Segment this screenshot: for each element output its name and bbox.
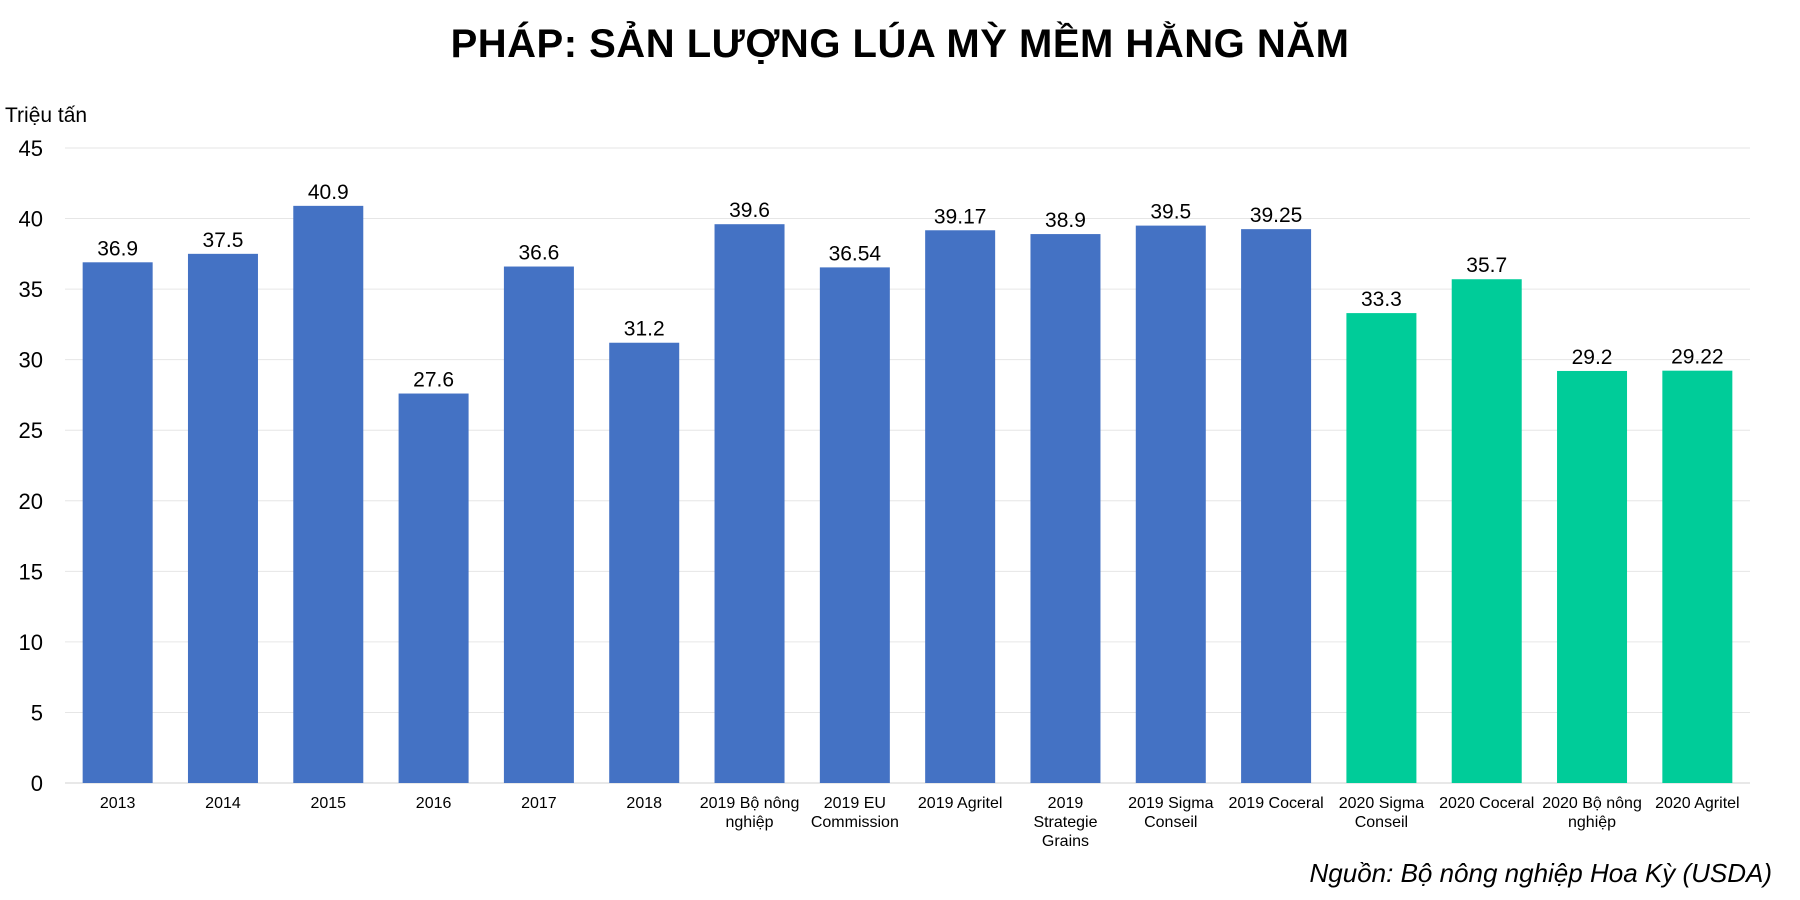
bar-value-label: 29.22 [1671,346,1724,369]
data-labels: 36.9 37.5 40.9 27.6 36.6 31.2 39.6 36.54 39.17 38… [97,181,1723,392]
y-tick-label: 30 [19,348,43,373]
bar-value-label: 39.17 [934,205,987,228]
bar-value-label: 36.9 [97,237,138,260]
x-tick-label: 2019 Agritel [918,795,1003,812]
bars [82,205,1733,784]
y-tick-label: 15 [19,559,43,584]
bar-value-label: 36.54 [829,242,882,265]
bar-value-label: 40.9 [308,181,349,204]
bar [819,267,890,783]
bar [1241,229,1312,783]
bar-value-label: 36.6 [518,242,559,265]
x-tick-label: 2019 Strategie Grains [1033,795,1097,850]
bar-value-label: 39.6 [729,199,770,222]
y-tick-label: 45 [19,136,43,161]
bar [1662,370,1733,783]
bar-value-label: 37.5 [203,229,244,252]
bar [1451,279,1522,783]
x-tick-label: 2020 Coceral [1439,795,1534,812]
bar-value-label: 27.6 [413,369,454,392]
bar-value-label: 33.3 [1361,288,1402,311]
y-tick-label: 40 [19,207,43,232]
x-tick-label: 2019 Bộ nông nghiệp [700,795,800,831]
y-tick-label: 25 [19,418,43,443]
y-tick-label: 35 [19,277,43,302]
x-axis-labels: 2013 2014 2015 2016 2017 2018 2019 Bộ nông nghi… [100,795,1740,850]
x-tick-label: 2019 EU Commission [811,795,899,831]
bar [1346,313,1417,783]
bar-value-label: 35.7 [1466,254,1507,277]
y-axis-ticks: 0 5 10 15 20 25 30 35 40 45 [19,136,43,796]
x-tick-label: 2020 Bộ nông nghiệp [1542,795,1642,831]
bar [503,266,574,783]
source-note: Nguồn: Bộ nông nghiệp Hoa Kỳ (USDA) [1309,858,1773,888]
y-tick-label: 5 [31,700,43,725]
bar [398,393,469,783]
x-tick-label: 2014 [205,795,241,812]
x-tick-label: 2017 [521,795,557,812]
bar [1557,370,1628,783]
bar-value-label: 38.9 [1045,209,1086,232]
bar [82,262,153,783]
bar [293,205,364,783]
x-tick-label: 2020 Sigma Conseil [1339,795,1424,831]
x-tick-label: 2019 Sigma Conseil [1128,795,1213,831]
x-tick-label: 2016 [416,795,452,812]
bar [714,224,785,783]
bar [187,253,258,784]
x-tick-label: 2013 [100,795,136,812]
y-axis-unit-label: Triệu tấn [5,104,88,127]
bar-value-label: 29.2 [1572,346,1613,369]
x-tick-label: 2018 [626,795,662,812]
y-tick-label: 20 [19,489,43,514]
bar [609,342,680,783]
chart-title: PHÁP: SẢN LƯỢNG LÚA MỲ MỀM HẰNG NĂM [450,22,1350,66]
x-tick-label: 2015 [310,795,346,812]
y-tick-label: 10 [19,630,43,655]
bar [1030,234,1101,784]
x-tick-label: 2020 Agritel [1655,795,1740,812]
y-tick-label: 0 [31,771,43,796]
bar [1135,225,1206,784]
bar [925,230,996,784]
bar-value-label: 39.25 [1250,204,1303,227]
bar-value-label: 31.2 [624,318,665,341]
bar-value-label: 39.5 [1150,201,1191,224]
x-tick-label: 2019 Coceral [1229,795,1324,812]
